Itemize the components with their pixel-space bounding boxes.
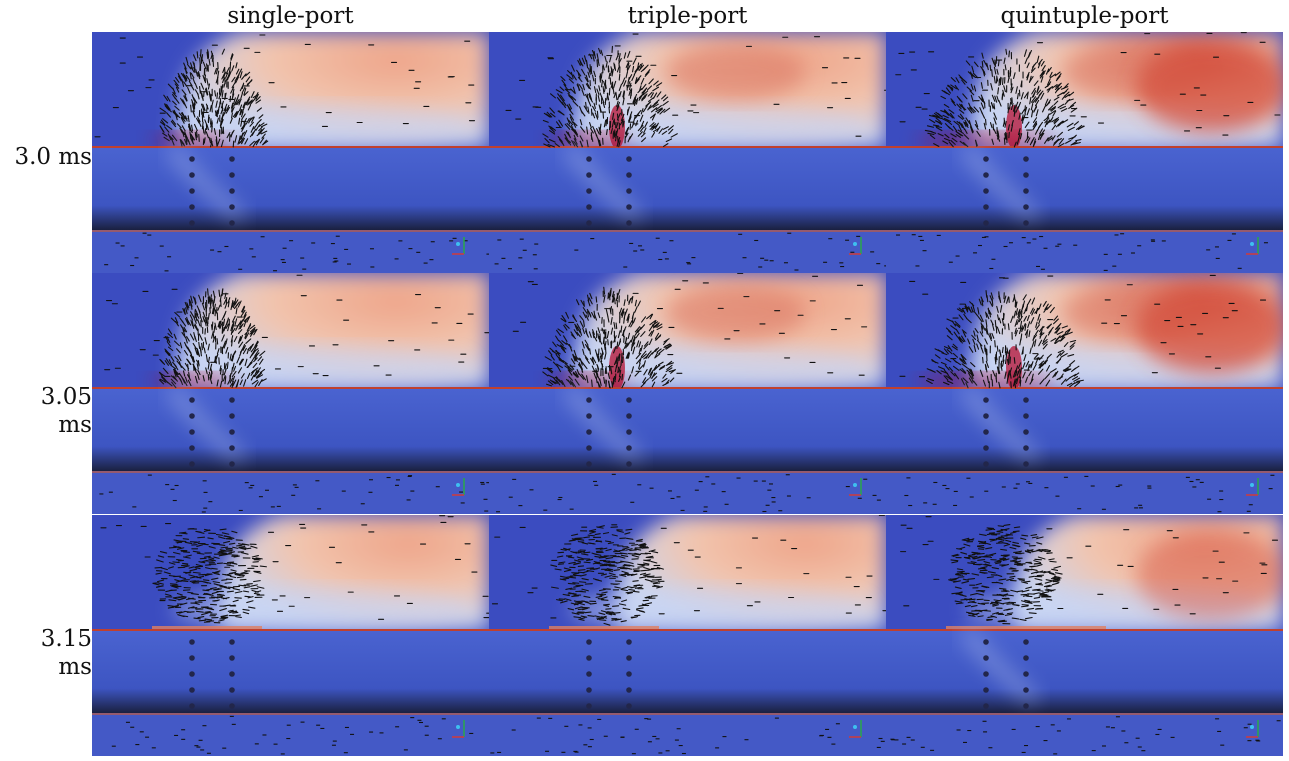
row-label-3-05-ms: 3.05 ms <box>40 384 92 438</box>
simulation-panel <box>92 515 489 756</box>
simulation-panel <box>886 273 1283 514</box>
column-header-triple-port: triple-port <box>627 3 748 29</box>
simulation-panel <box>886 515 1283 756</box>
column-header-quintuple-port: quintuple-port <box>1000 3 1169 29</box>
column-header-single-port: single-port <box>227 3 354 29</box>
simulation-panel <box>489 32 886 273</box>
simulation-panel <box>489 273 886 514</box>
simulation-panel <box>92 32 489 273</box>
simulation-panel <box>489 515 886 756</box>
row-label-3-0-ms: 3.0 ms <box>14 144 92 170</box>
simulation-panel <box>92 273 489 514</box>
simulation-panel <box>886 32 1283 273</box>
row-label-3-15-ms: 3.15 ms <box>40 626 92 680</box>
